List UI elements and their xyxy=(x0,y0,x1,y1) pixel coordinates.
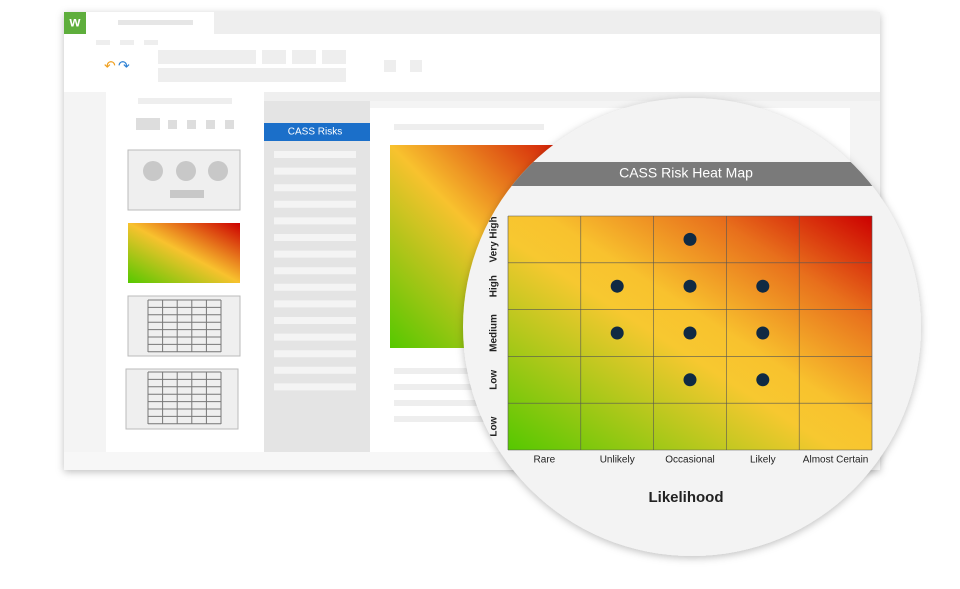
logo[interactable] xyxy=(64,12,86,34)
ruler xyxy=(264,92,880,101)
table-lines xyxy=(147,299,222,425)
thumbnail-heatmap[interactable] xyxy=(128,223,240,283)
tab-bar xyxy=(64,12,880,34)
tab-text xyxy=(118,20,193,25)
risk-dot xyxy=(756,279,770,293)
toolbar xyxy=(96,40,422,82)
risk-dot xyxy=(683,373,697,387)
zoom-content: CASS Risk Heat Map Likelihood Rare Unlike… xyxy=(463,162,921,506)
outline-items xyxy=(274,151,356,391)
outline-row xyxy=(274,250,356,258)
outline-row xyxy=(274,267,356,275)
x-tick-label: Almost Certain xyxy=(803,455,869,466)
undo[interactable]: ↶ xyxy=(104,58,116,74)
y-tick-label: Medium xyxy=(489,314,500,352)
risk-dot xyxy=(756,326,770,340)
x-tick-label: Occasional xyxy=(665,455,714,466)
outline-row xyxy=(274,317,356,324)
risk-dot xyxy=(683,326,697,340)
x-tick-label: Likely xyxy=(750,455,776,466)
y-tick-label: Low xyxy=(489,416,500,436)
outline-row xyxy=(274,184,356,192)
outline-row xyxy=(274,383,356,391)
x-tick-label: Rare xyxy=(534,455,556,466)
risk-dot xyxy=(683,232,697,246)
logo-mark: w xyxy=(69,14,81,30)
panel-header xyxy=(138,98,232,104)
x-axis-title: Likelihood xyxy=(649,489,724,506)
outline-label: CASS Risks xyxy=(288,127,342,138)
y-tick-label: Very High xyxy=(489,216,500,262)
risk-dot xyxy=(610,326,624,340)
y-tick-label: High xyxy=(489,275,500,297)
outline-row xyxy=(274,217,356,225)
outline-row xyxy=(274,200,356,208)
risk-dot xyxy=(683,279,697,293)
y-tick-label: Low xyxy=(489,370,500,390)
risk-dot xyxy=(756,373,770,387)
outline-row xyxy=(274,151,356,158)
thumbnail-table[interactable] xyxy=(127,295,241,357)
outline-row xyxy=(274,333,356,341)
thumb-shapes xyxy=(143,161,228,198)
outline-row xyxy=(274,167,356,175)
risk-dot xyxy=(610,279,624,293)
chart-title: CASS Risk Heat Map xyxy=(619,165,753,181)
outline-row xyxy=(274,366,356,374)
x-tick-label: Unlikely xyxy=(600,455,635,466)
redo[interactable]: ↷ xyxy=(118,58,130,74)
title-bar xyxy=(463,162,921,186)
outline-row xyxy=(274,283,356,291)
selected-item[interactable] xyxy=(264,123,370,141)
doc-text xyxy=(394,124,544,422)
outline-row xyxy=(274,300,356,308)
outline-row xyxy=(274,234,356,241)
outline-row xyxy=(274,350,356,358)
panel-controls xyxy=(136,118,234,130)
